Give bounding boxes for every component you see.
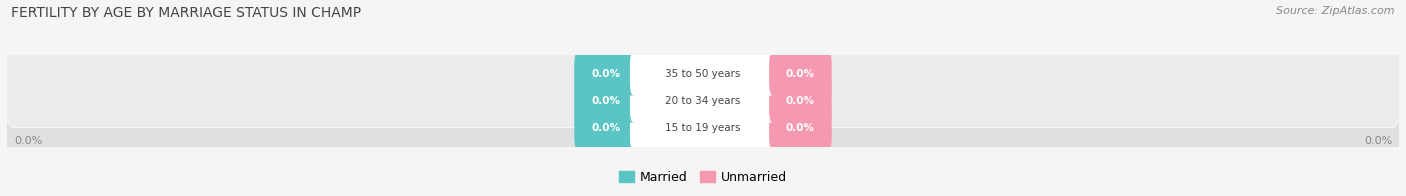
FancyBboxPatch shape <box>574 106 637 150</box>
Text: 0.0%: 0.0% <box>591 69 620 79</box>
Text: 0.0%: 0.0% <box>786 123 815 133</box>
FancyBboxPatch shape <box>4 74 1402 182</box>
Legend: Married, Unmarried: Married, Unmarried <box>613 166 793 189</box>
FancyBboxPatch shape <box>4 20 1402 127</box>
Text: 35 to 50 years: 35 to 50 years <box>665 69 741 79</box>
Text: 0.0%: 0.0% <box>786 69 815 79</box>
Text: 0.0%: 0.0% <box>786 96 815 106</box>
Text: 0.0%: 0.0% <box>591 123 620 133</box>
Text: 0.0%: 0.0% <box>1364 136 1392 146</box>
Text: 0.0%: 0.0% <box>14 136 42 146</box>
Text: 0.0%: 0.0% <box>591 96 620 106</box>
FancyBboxPatch shape <box>630 52 776 95</box>
Text: Source: ZipAtlas.com: Source: ZipAtlas.com <box>1277 6 1395 16</box>
FancyBboxPatch shape <box>574 52 637 95</box>
FancyBboxPatch shape <box>4 47 1402 155</box>
FancyBboxPatch shape <box>769 106 832 150</box>
FancyBboxPatch shape <box>574 79 637 123</box>
FancyBboxPatch shape <box>630 106 776 150</box>
FancyBboxPatch shape <box>769 52 832 95</box>
Text: 15 to 19 years: 15 to 19 years <box>665 123 741 133</box>
FancyBboxPatch shape <box>769 79 832 123</box>
Text: 20 to 34 years: 20 to 34 years <box>665 96 741 106</box>
Text: FERTILITY BY AGE BY MARRIAGE STATUS IN CHAMP: FERTILITY BY AGE BY MARRIAGE STATUS IN C… <box>11 6 361 20</box>
FancyBboxPatch shape <box>630 79 776 123</box>
